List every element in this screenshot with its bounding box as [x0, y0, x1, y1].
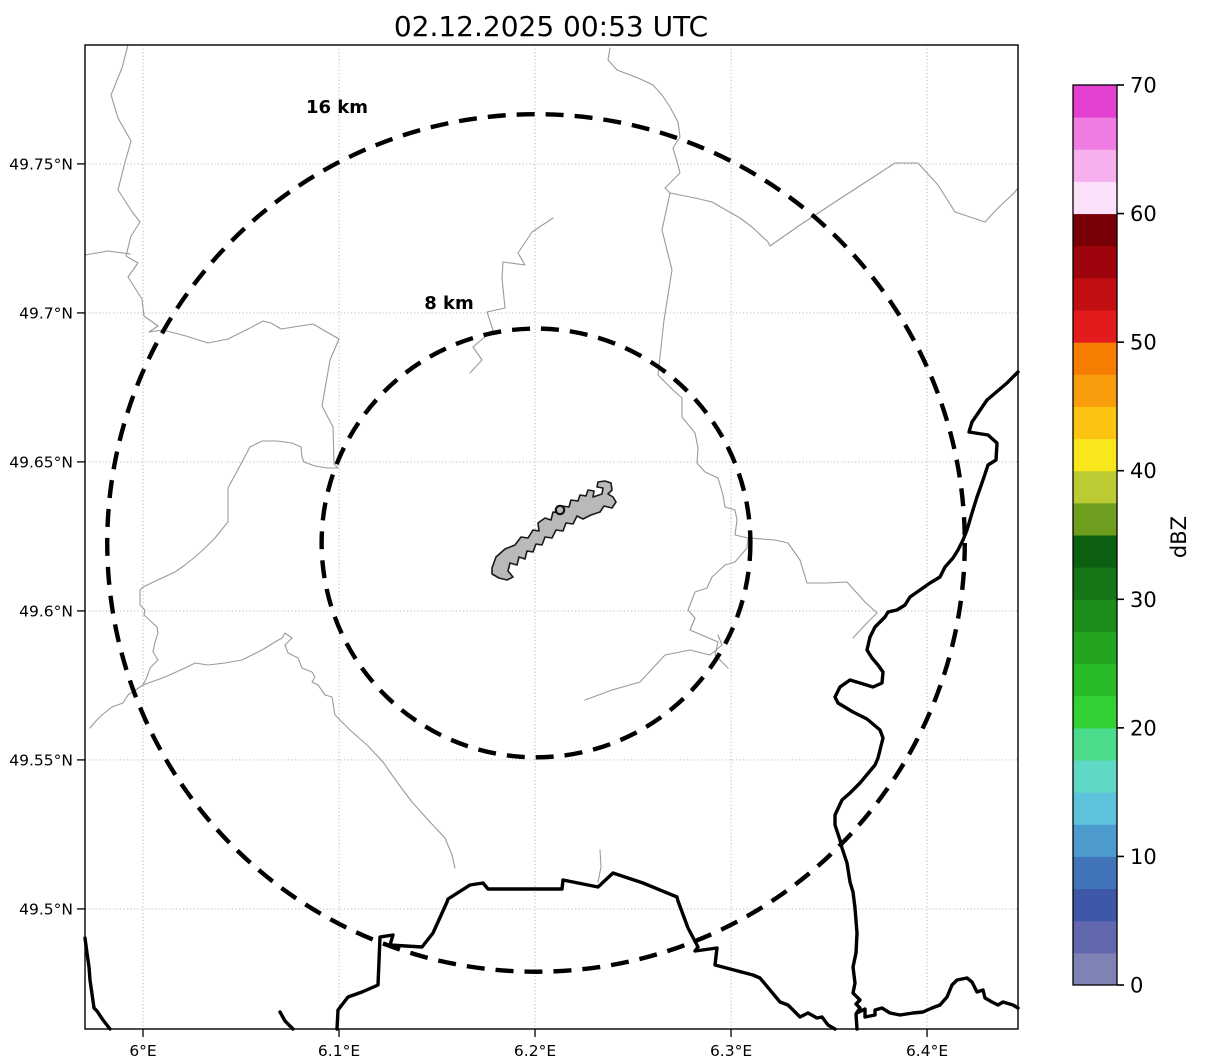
colorbar-tick-label: 40	[1130, 459, 1157, 483]
colorbar-segment	[1073, 406, 1117, 440]
colorbar-segment	[1073, 470, 1117, 504]
axis-ticks-layer: 6°E 6.1°E 6.2°E 6.3°E 6.4°E 49.75°N 49.7°N 49.6…	[9, 155, 948, 1060]
admin-boundary-line	[84, 250, 131, 256]
colorbar-segment	[1073, 213, 1117, 247]
colorbar-segment	[1073, 310, 1117, 343]
colorbar-segment	[1073, 792, 1117, 825]
admin-boundary-line	[584, 634, 723, 701]
colorbar-segment	[1073, 85, 1117, 118]
colorbar-segment	[1073, 952, 1117, 986]
colorbar-segment	[1073, 374, 1117, 407]
colorbar-segment	[1073, 824, 1117, 857]
country-border-line	[335, 871, 837, 1031]
colorbar-segment	[1073, 438, 1117, 472]
colorbar-segment	[1073, 502, 1117, 536]
colorbar-segment	[1073, 856, 1117, 890]
y-tick-label: 49.6°N	[19, 602, 73, 620]
admin-boundary-line	[142, 632, 456, 869]
colorbar-segment	[1073, 888, 1117, 922]
colorbar-segment	[1073, 342, 1117, 375]
axes-frame	[84, 44, 1019, 1030]
admin-boundary-line	[607, 47, 681, 194]
admin-boundary-line	[669, 192, 771, 247]
range-ring-8km	[319, 326, 753, 760]
admin-boundary-line	[321, 338, 340, 469]
colorbar-segment	[1073, 277, 1117, 311]
admin-boundaries-layer	[84, 44, 1019, 883]
range-ring-8km-label: 8 km	[424, 293, 474, 314]
gridlines-layer	[85, 45, 1018, 1029]
admin-boundary-line	[249, 440, 339, 469]
colorbar-segment	[1073, 117, 1117, 150]
y-tick-label: 49.5°N	[19, 900, 73, 918]
admin-boundary-line	[597, 849, 602, 883]
colorbar-tick-label: 60	[1130, 202, 1157, 226]
admin-boundary-line	[89, 446, 251, 729]
colorbar-frame	[1072, 84, 1118, 986]
range-ring-16km	[105, 111, 967, 974]
x-tick-label: 6.1°E	[318, 1042, 360, 1060]
x-tick-label: 6.2°E	[514, 1042, 556, 1060]
x-tick-label: 6.3°E	[710, 1042, 752, 1060]
admin-boundary-line	[769, 162, 1019, 247]
city-area-polygon	[491, 480, 617, 581]
admin-boundary-line	[657, 192, 749, 539]
colorbar-segment	[1073, 727, 1117, 761]
country-borders-layer	[83, 370, 1020, 1031]
colorbar-segment	[1073, 181, 1117, 215]
admin-boundary-line	[469, 217, 554, 374]
y-tick-label: 49.75°N	[9, 155, 73, 173]
x-tick-label: 6°E	[129, 1042, 156, 1060]
colorbar-segment	[1073, 535, 1117, 568]
country-border-line	[833, 370, 1020, 1031]
colorbar-segment	[1073, 695, 1117, 729]
colorbar-segment	[1073, 567, 1117, 600]
colorbar: 0 10 20 30 40 50 60 70	[1072, 74, 1157, 998]
city-polygon-layer	[491, 480, 617, 581]
colorbar-tick-label: 70	[1130, 74, 1157, 98]
colorbar-segment	[1073, 663, 1117, 697]
colorbar-segment	[1073, 599, 1117, 632]
colorbar-tick-label: 20	[1130, 716, 1157, 740]
colorbar-segment	[1073, 631, 1117, 665]
colorbar-segment	[1073, 920, 1117, 954]
y-tick-label: 49.65°N	[9, 453, 73, 471]
colorbar-segment	[1073, 149, 1117, 182]
city-center-marker	[554, 504, 566, 516]
colorbar-segment	[1073, 760, 1117, 793]
colorbar-tick-label: 50	[1130, 331, 1157, 355]
colorbar-tick-label: 10	[1130, 845, 1157, 869]
x-tick-label: 6.4°E	[906, 1042, 948, 1060]
admin-boundary-line	[747, 537, 878, 639]
admin-boundary-line	[110, 44, 164, 333]
plot-title: 02.12.2025 00:53 UTC	[394, 10, 708, 43]
country-border-line	[278, 1010, 295, 1031]
colorbar-tick-label: 0	[1130, 974, 1143, 998]
range-rings-layer	[105, 111, 967, 974]
colorbar-segment	[1073, 245, 1117, 279]
range-ring-16km-label: 16 km	[306, 97, 368, 118]
admin-boundary-line	[687, 537, 749, 669]
country-border-line	[855, 976, 1020, 1019]
colorbar-tick-label: 30	[1130, 588, 1157, 612]
admin-boundary-line	[162, 320, 340, 344]
colorbar-axis-label: dBZ	[1167, 516, 1191, 558]
country-border-line	[83, 936, 112, 1031]
y-tick-label: 49.55°N	[9, 751, 73, 769]
y-tick-label: 49.7°N	[19, 304, 73, 322]
